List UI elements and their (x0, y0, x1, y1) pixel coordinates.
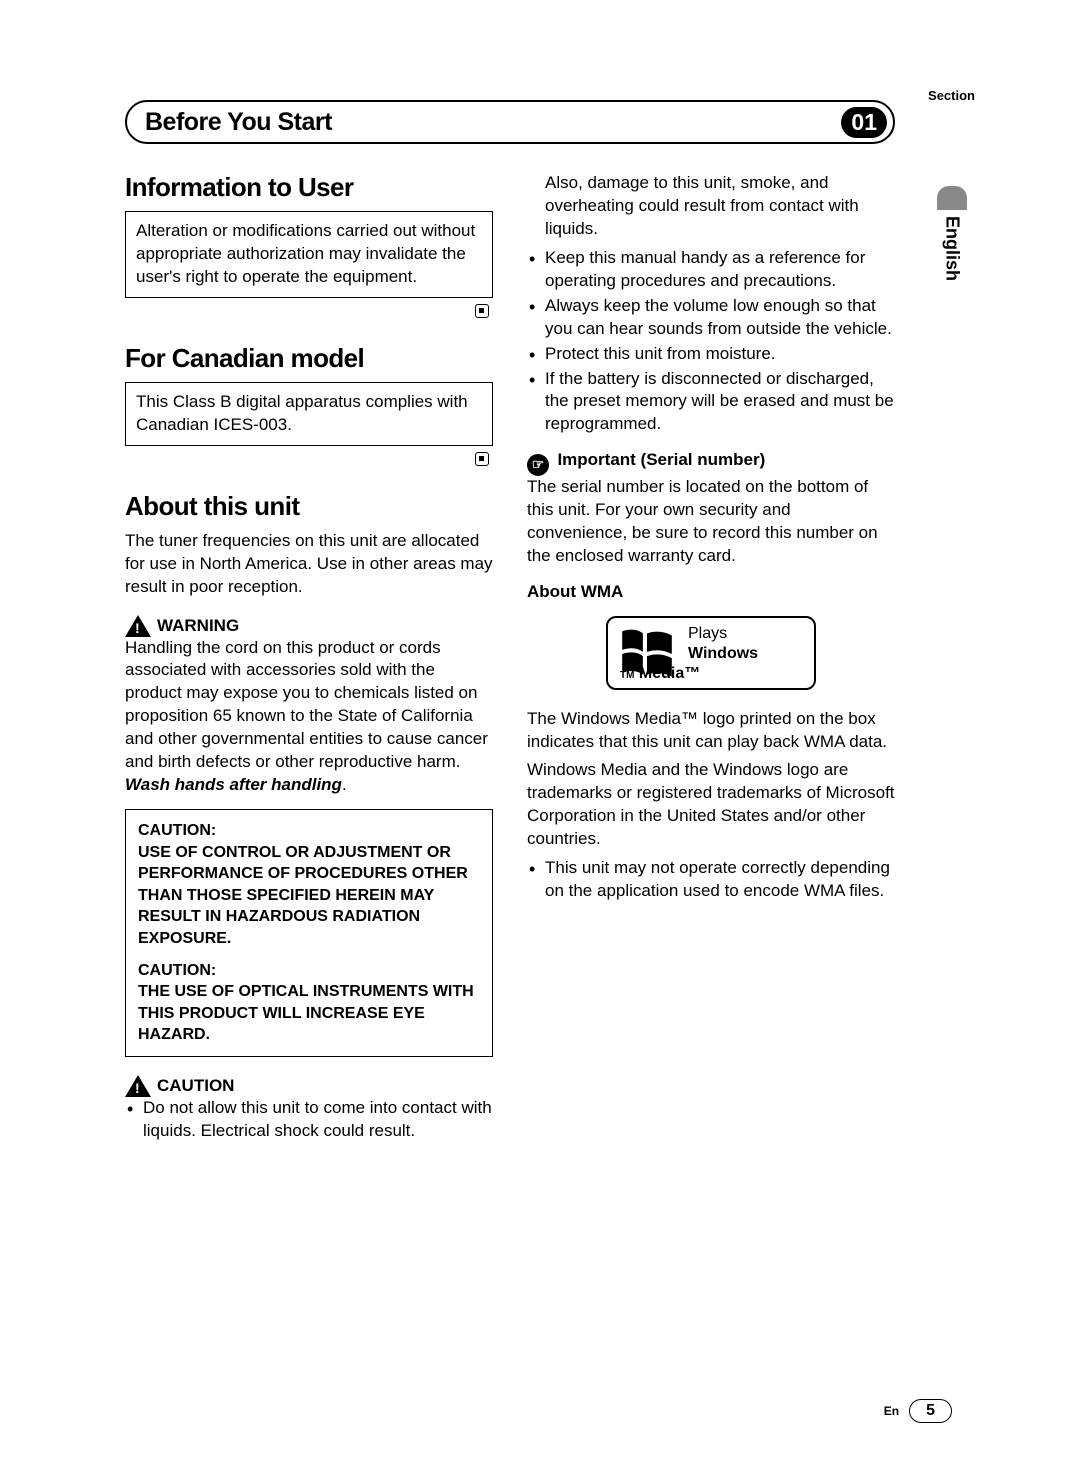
caution-block-2: CAUTION: THE USE OF OPTICAL INSTRUMENTS … (138, 960, 480, 1046)
caution-bullet-list: Do not allow this unit to come into cont… (125, 1097, 493, 1143)
list-item: Protect this unit from moisture. (527, 343, 895, 366)
warning-text-a: Handling the cord on this product or cor… (125, 638, 488, 772)
caution-label-2: CAUTION: (138, 962, 216, 979)
section-end-icon (125, 452, 489, 471)
left-column: Information to User Alteration or modifi… (125, 172, 493, 1145)
heading-canadian-model: For Canadian model (125, 343, 493, 374)
caution-label-1: CAUTION: (138, 822, 216, 839)
about-unit-paragraph: The tuner frequencies on this unit are a… (125, 530, 493, 599)
page-number: 5 (909, 1399, 952, 1423)
language-tab: English (937, 186, 967, 286)
wma-line2: Windows (688, 644, 758, 664)
list-item: Always keep the volume low enough so tha… (527, 295, 895, 341)
section-title: Before You Start (145, 108, 332, 137)
caution-section-label: CAUTION (157, 1076, 234, 1096)
hand-point-icon: ☞ (527, 454, 549, 476)
wma-bullet-list: This unit may not operate correctly depe… (527, 857, 895, 903)
language-label: English (942, 216, 963, 281)
warning-row: WARNING (125, 615, 493, 637)
important-row: ☞ Important (Serial number) (527, 450, 895, 476)
warning-label: WARNING (157, 616, 239, 636)
caution-body-1: USE OF CONTROL OR ADJUSTMENT OR PERFORMA… (138, 844, 468, 947)
warning-paragraph: Handling the cord on this product or cor… (125, 637, 493, 798)
windows-media-logo: Plays Windows TM Media™ (606, 616, 816, 690)
language-tab-shape (937, 186, 967, 210)
info-box: Alteration or modifications carried out … (125, 211, 493, 298)
warning-text-emphasis: Wash hands after handling (125, 775, 342, 794)
list-item: Keep this manual handy as a reference fo… (527, 247, 895, 293)
heading-information-to-user: Information to User (125, 172, 493, 203)
heading-about-this-unit: About this unit (125, 491, 493, 522)
continuation-paragraph: Also, damage to this unit, smoke, and ov… (527, 172, 895, 241)
list-item: This unit may not operate correctly depe… (527, 857, 895, 903)
caution-block-1: CAUTION: USE OF CONTROL OR ADJUSTMENT OR… (138, 820, 480, 950)
canadian-box: This Class B digital apparatus complies … (125, 382, 493, 446)
wma-logo-text: Plays Windows TM Media™ (688, 624, 758, 684)
section-marker: Section (928, 88, 975, 103)
warning-triangle-icon (125, 1075, 151, 1097)
important-label: Important (Serial number) (557, 450, 765, 469)
page-content: Section Before You Start 01 English Info… (125, 100, 895, 1145)
wma-line3: TM Media™ (688, 664, 758, 684)
wma-paragraph-2: Windows Media and the Windows logo are t… (527, 759, 895, 851)
two-column-layout: Information to User Alteration or modifi… (125, 172, 895, 1145)
warning-text-c: . (342, 775, 347, 794)
caution-bullet-item: Do not allow this unit to come into cont… (125, 1097, 493, 1143)
list-item: If the battery is disconnected or discha… (527, 368, 895, 437)
footer-language: En (884, 1404, 899, 1418)
warning-triangle-icon (125, 615, 151, 637)
section-end-icon (125, 304, 489, 323)
caution-body-2: THE USE OF OPTICAL INSTRUMENTS WITH THIS… (138, 983, 474, 1043)
tm-mark: TM (620, 670, 634, 681)
caution-box: CAUTION: USE OF CONTROL OR ADJUSTMENT OR… (125, 809, 493, 1057)
page-footer: En 5 (884, 1399, 952, 1423)
section-header: Before You Start 01 (125, 100, 895, 144)
heading-about-wma: About WMA (527, 582, 895, 602)
important-paragraph: The serial number is located on the bott… (527, 476, 895, 568)
right-column: Also, damage to this unit, smoke, and ov… (527, 172, 895, 1145)
caution-row: CAUTION (125, 1075, 493, 1097)
section-number-badge: 01 (841, 107, 887, 138)
wma-line1: Plays (688, 624, 758, 644)
right-bullet-list: Keep this manual handy as a reference fo… (527, 247, 895, 437)
wma-paragraph-1: The Windows Media™ logo printed on the b… (527, 708, 895, 754)
